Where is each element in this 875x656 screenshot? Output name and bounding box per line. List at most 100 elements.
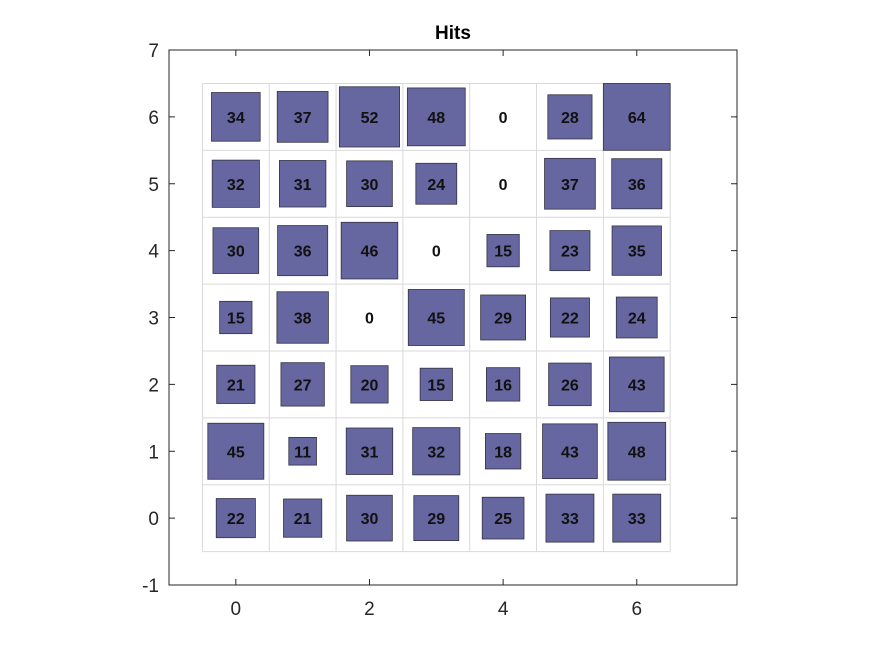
hit-marker xyxy=(277,225,329,277)
hit-value-label: 33 xyxy=(561,511,579,528)
hit-value-label: 0 xyxy=(365,311,374,328)
hit-value-label: 34 xyxy=(227,110,245,127)
hit-value-label: 16 xyxy=(494,377,512,394)
hit-value-label: 22 xyxy=(561,311,579,328)
hit-value-label: 45 xyxy=(227,444,245,461)
x-tick-label: 2 xyxy=(364,599,375,620)
y-tick-label: 6 xyxy=(148,108,159,129)
y-tick-label: 2 xyxy=(148,375,159,396)
hit-value-label: 52 xyxy=(361,110,379,127)
hit-marker xyxy=(276,291,329,344)
hit-value-label: 48 xyxy=(427,110,445,127)
hit-marker xyxy=(548,362,592,407)
hit-marker xyxy=(346,160,393,208)
hit-marker xyxy=(350,365,389,404)
hit-value-label: 24 xyxy=(628,311,646,328)
hit-marker xyxy=(280,362,325,407)
hit-value-label: 15 xyxy=(427,377,445,394)
hit-value-label: 20 xyxy=(361,377,379,394)
x-tick-label: 6 xyxy=(631,599,642,620)
hit-value-label: 30 xyxy=(361,511,379,528)
hit-value-label: 11 xyxy=(294,444,311,461)
hit-value-label: 36 xyxy=(628,177,646,194)
hit-value-label: 29 xyxy=(494,311,512,328)
x-tick-label: 0 xyxy=(231,599,242,620)
hit-value-label: 0 xyxy=(499,177,508,194)
hit-marker xyxy=(544,157,596,210)
hit-marker xyxy=(340,221,399,280)
hit-marker xyxy=(547,94,593,140)
hit-labels: 22 21 30 29 25 33 33 45 11 31 32 18 43 48 21 27 20 15 16 26… xyxy=(227,110,646,528)
hit-marker xyxy=(415,162,458,205)
hit-value-label: 33 xyxy=(628,511,646,528)
hit-marker xyxy=(545,493,595,543)
hit-marker xyxy=(481,496,525,540)
hit-value-label: 30 xyxy=(227,244,245,261)
hit-value-label: 37 xyxy=(294,110,312,127)
hit-value-label: 37 xyxy=(561,177,579,194)
hit-value-label: 31 xyxy=(361,444,379,461)
hit-marker xyxy=(345,427,394,475)
hit-marker xyxy=(602,83,671,151)
hit-value-label: 23 xyxy=(561,244,579,261)
hit-value-label: 43 xyxy=(628,377,646,394)
hit-marker xyxy=(486,367,521,402)
hit-value-label: 24 xyxy=(427,177,445,194)
hit-value-label: 38 xyxy=(294,311,312,328)
hit-marker xyxy=(611,225,662,276)
hit-value-label: 31 xyxy=(294,177,312,194)
hit-marker xyxy=(278,160,327,208)
hit-value-label: 15 xyxy=(494,244,512,261)
y-tick-label: -1 xyxy=(142,576,159,597)
hit-marker xyxy=(406,87,466,147)
hit-value-label: 29 xyxy=(427,511,445,528)
hit-value-label: 25 xyxy=(494,511,512,528)
hit-marker xyxy=(549,230,591,272)
hit-marker xyxy=(212,227,260,274)
hit-value-label: 36 xyxy=(294,244,312,261)
hit-value-label: 45 xyxy=(427,311,445,328)
hit-value-label: 21 xyxy=(227,377,245,394)
hit-marker xyxy=(615,296,658,339)
hit-marker xyxy=(608,356,665,413)
hit-value-label: 21 xyxy=(294,511,312,528)
hit-value-label: 32 xyxy=(427,444,445,461)
x-tick-label: 4 xyxy=(498,599,509,620)
hit-value-label: 0 xyxy=(432,244,441,261)
hit-marker xyxy=(219,300,253,335)
hit-marker xyxy=(486,234,520,268)
hit-marker xyxy=(283,498,323,538)
hit-value-label: 0 xyxy=(499,110,508,127)
hit-marker xyxy=(413,495,460,542)
y-tick-label: 4 xyxy=(148,242,159,263)
hit-value-label: 18 xyxy=(494,444,512,461)
hit-marker xyxy=(542,423,598,480)
hit-marker xyxy=(412,427,461,476)
hit-marker xyxy=(215,498,256,539)
hit-value-label: 32 xyxy=(227,177,245,194)
hit-value-label: 26 xyxy=(561,377,579,394)
y-tick-label: 1 xyxy=(148,442,159,463)
hit-marker xyxy=(419,367,453,401)
hit-value-label: 46 xyxy=(361,244,379,261)
hit-marker xyxy=(276,91,329,143)
hit-value-label: 48 xyxy=(628,444,646,461)
hit-marker xyxy=(480,294,527,341)
hit-value-label: 28 xyxy=(561,110,579,127)
y-tick-label: 0 xyxy=(148,509,159,530)
hit-marker xyxy=(211,92,261,142)
hit-marker xyxy=(288,436,317,466)
hit-marker xyxy=(207,422,265,480)
chart-title: Hits xyxy=(435,23,471,44)
hit-value-label: 43 xyxy=(561,444,579,461)
hit-marker xyxy=(611,158,663,210)
hit-marker xyxy=(338,86,400,148)
hit-marker xyxy=(216,364,256,404)
hit-value-label: 27 xyxy=(294,377,312,394)
hit-value-label: 22 xyxy=(227,511,245,528)
hit-marker xyxy=(211,159,260,208)
hit-marker xyxy=(346,494,393,542)
hit-marker xyxy=(484,433,522,470)
